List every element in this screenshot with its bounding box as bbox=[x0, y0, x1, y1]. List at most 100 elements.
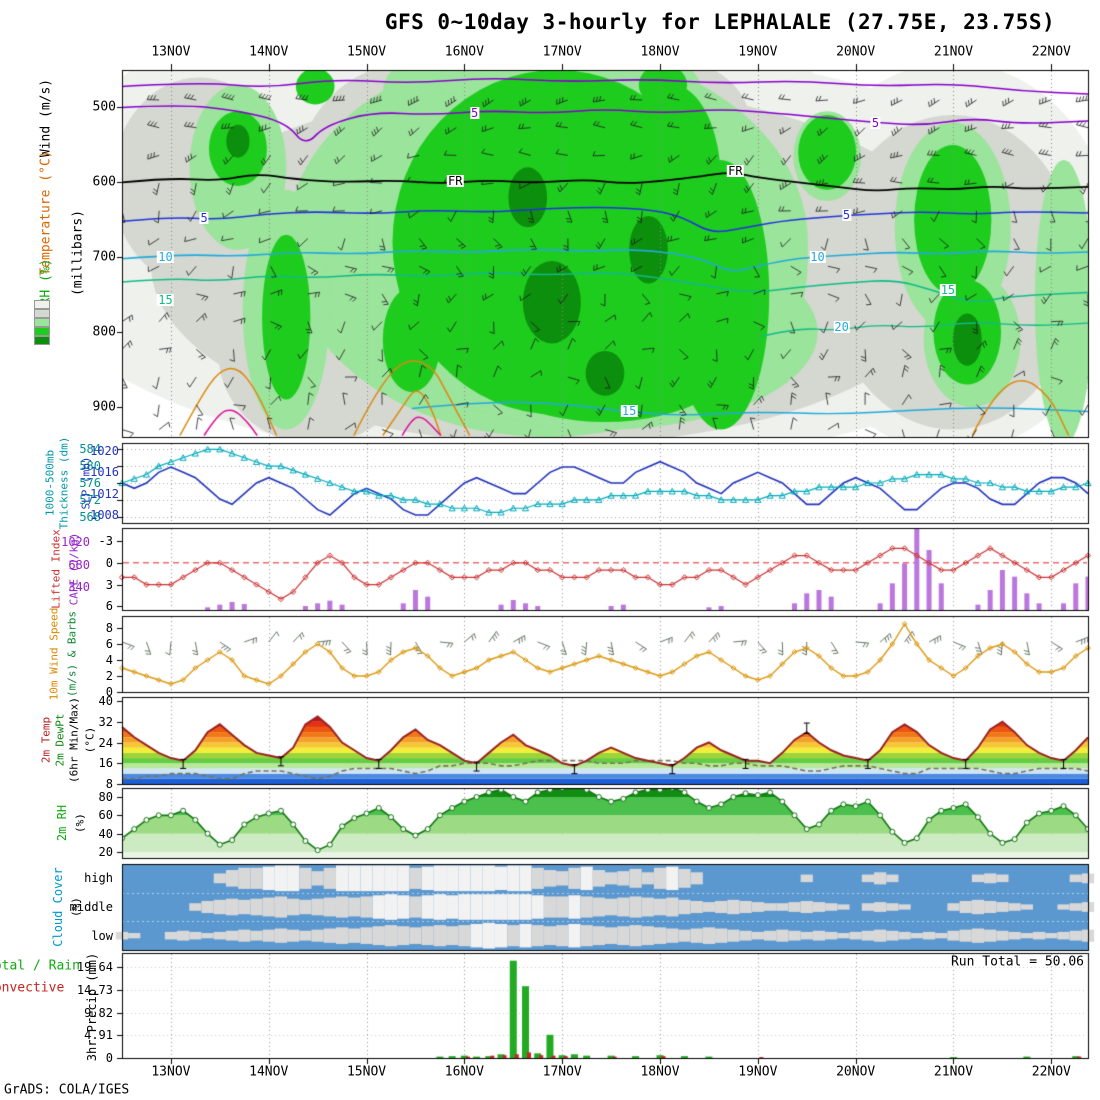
pressure-tick-label: 600 bbox=[92, 174, 116, 190]
axis-title-wind_axis: Wind (m/s) bbox=[38, 78, 54, 158]
temp-tick-label: 24 bbox=[98, 735, 113, 750]
date-label-top: 20NOV bbox=[836, 44, 876, 60]
cape-tick-label: 680 bbox=[68, 557, 90, 572]
wind-speed-tick-label: 4 bbox=[105, 653, 113, 667]
contour-label: 5 bbox=[469, 105, 480, 120]
thickness-tick-label: 568 bbox=[79, 509, 101, 524]
pressure-tick-label: 800 bbox=[92, 324, 116, 340]
axis-title-temp_axis: Temperature (°C) bbox=[38, 150, 54, 276]
axis-title-thickness2: Thickness (dm) bbox=[57, 436, 71, 530]
grads-credit: GrADS: COLA/IGES bbox=[4, 1082, 130, 1098]
rh-colorbar-swatch bbox=[34, 327, 50, 336]
lifted-index-tick-label: 0 bbox=[105, 555, 113, 570]
cloud-row-label: middle bbox=[69, 900, 113, 914]
precip-legend-total-rain: Total / Rain bbox=[0, 958, 80, 974]
date-label-top: 13NOV bbox=[151, 44, 191, 60]
date-label-top: 19NOV bbox=[738, 44, 778, 60]
axis-title-minmax: (6hr Min/Max) bbox=[67, 696, 81, 784]
contour-label: 15 bbox=[620, 403, 638, 418]
contour-label: 5 bbox=[841, 208, 852, 223]
rh-tick-label: 20 bbox=[98, 845, 113, 859]
temp-tick-label: 40 bbox=[98, 694, 113, 708]
rh-colorbar-swatch bbox=[34, 300, 50, 309]
precip-tick-label: 9.82 bbox=[84, 1005, 113, 1020]
axis-title-dp2m: 2m DewPt bbox=[53, 713, 67, 767]
precip-tick-label: 4.91 bbox=[84, 1028, 113, 1043]
precip-tick-label: 19.64 bbox=[76, 960, 113, 974]
axis-title-thickness1: 1000-500mb bbox=[43, 449, 57, 517]
date-label-bottom: 14NOV bbox=[249, 1064, 289, 1080]
contour-label: 20 bbox=[833, 319, 850, 334]
date-label-bottom: 20NOV bbox=[836, 1064, 876, 1080]
thickness-tick-label: 584 bbox=[79, 442, 101, 457]
rh-tick-label: 40 bbox=[98, 826, 113, 841]
precip-tick-label: 0 bbox=[105, 1051, 113, 1065]
axis-title-cloud_pct: (%) bbox=[69, 897, 83, 917]
lifted-index-tick-label: 3 bbox=[105, 577, 113, 592]
lifted-index-tick-label: -3 bbox=[98, 534, 113, 549]
axis-title-slp: SLP (mb) bbox=[79, 456, 93, 510]
temp-tick-label: 32 bbox=[98, 714, 113, 729]
wind-speed-tick-label: 2 bbox=[105, 669, 113, 683]
wind-speed-tick-label: 0 bbox=[105, 685, 113, 699]
contour-label: 5 bbox=[870, 116, 881, 131]
wind-speed-tick-label: 6 bbox=[105, 637, 113, 651]
contour-label: 10 bbox=[809, 250, 826, 265]
pressure-tick-label: 900 bbox=[92, 399, 116, 415]
date-label-top: 17NOV bbox=[542, 44, 582, 60]
axis-title-millibars: (millibars) bbox=[70, 209, 86, 297]
axis-title-cloud: Cloud Cover bbox=[51, 867, 65, 947]
cape-tick-label: 340 bbox=[68, 580, 90, 595]
contour-label: 15 bbox=[939, 283, 957, 298]
slp-tick-label: 1020 bbox=[90, 444, 119, 458]
date-label-top: 14NOV bbox=[249, 44, 289, 60]
axis-title-pct: (%) bbox=[73, 813, 87, 833]
date-label-top: 15NOV bbox=[346, 44, 387, 60]
rh-colorbar-swatch bbox=[34, 318, 50, 327]
axis-title-rh2m: 2m RH bbox=[55, 804, 69, 842]
pressure-tick-label: 500 bbox=[92, 99, 116, 115]
axis-title-cape: CAPE (J/kg) bbox=[67, 532, 81, 606]
rh-colorbar-swatch bbox=[34, 309, 50, 318]
axis-title-wind10b: (m/s) & Barbs bbox=[65, 610, 79, 698]
thickness-tick-label: 572 bbox=[79, 492, 101, 507]
page-title: GFS 0~10day 3-hourly for LEPHALALE (27.7… bbox=[384, 10, 1056, 34]
precip-legend-convective: Convective bbox=[0, 980, 65, 996]
rh-tick-label: 60 bbox=[98, 808, 113, 823]
cloud-row-label: low bbox=[91, 928, 113, 943]
cloud-row-label: high bbox=[84, 871, 113, 886]
date-label-bottom: 17NOV bbox=[542, 1064, 582, 1080]
axis-title-rh_axis: RH (%) bbox=[38, 258, 54, 306]
contour-label: 5 bbox=[199, 210, 209, 225]
date-label-bottom: 13NOV bbox=[151, 1064, 191, 1080]
axis-title-t2m: 2m Temp bbox=[39, 716, 53, 764]
temp-tick-label: 8 bbox=[105, 777, 113, 791]
date-label-top: 21NOV bbox=[933, 44, 974, 60]
precip-tick-label: 14.73 bbox=[76, 982, 113, 997]
date-label-bottom: 18NOV bbox=[640, 1064, 680, 1080]
lifted-index-tick-label: 6 bbox=[105, 599, 113, 614]
freezing-level-label: FR bbox=[727, 164, 744, 179]
date-label-top: 16NOV bbox=[444, 44, 484, 60]
axis-title-degc: (°C) bbox=[83, 726, 97, 754]
rh-tick-label: 80 bbox=[98, 790, 113, 804]
temp-tick-label: 16 bbox=[98, 756, 113, 771]
axis-title-precip: 3hr Precip (mm) bbox=[85, 952, 99, 1062]
wind-speed-tick-label: 8 bbox=[105, 621, 113, 635]
thickness-tick-label: 576 bbox=[79, 476, 101, 490]
slp-tick-label: 1016 bbox=[90, 465, 119, 480]
date-label-bottom: 16NOV bbox=[444, 1064, 484, 1080]
date-label-bottom: 21NOV bbox=[933, 1064, 974, 1080]
date-label-top: 18NOV bbox=[640, 44, 680, 60]
run-total-label: Run Total = 50.06 bbox=[950, 954, 1084, 970]
date-label-bottom: 15NOV bbox=[346, 1064, 387, 1080]
date-label-top: 22NOV bbox=[1031, 44, 1071, 60]
axis-title-wind10: 10m Wind Speed bbox=[47, 607, 61, 701]
thickness-tick-label: 580 bbox=[79, 459, 101, 474]
date-label-bottom: 22NOV bbox=[1031, 1064, 1071, 1080]
contour-label: 15 bbox=[157, 292, 174, 307]
cape-tick-label: 1020 bbox=[61, 535, 90, 549]
date-label-bottom: 19NOV bbox=[738, 1064, 778, 1080]
